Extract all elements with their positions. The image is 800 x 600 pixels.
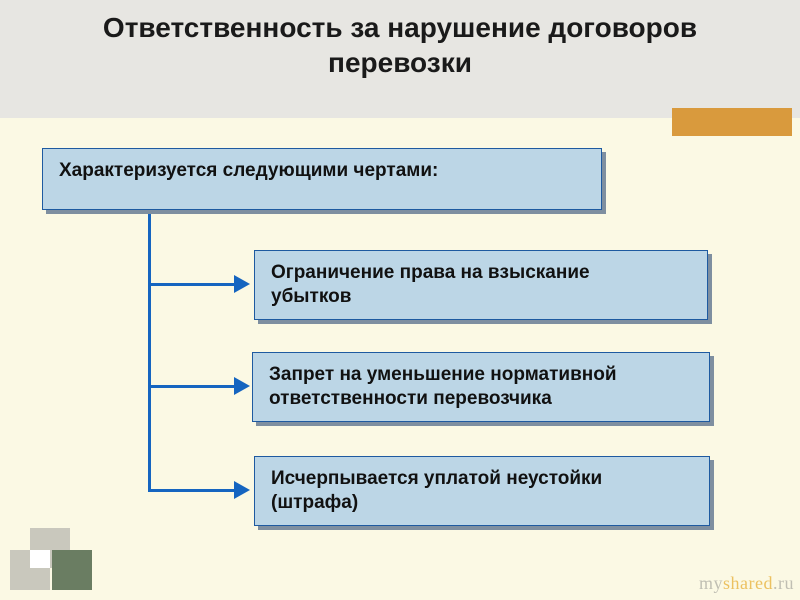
decorative-logo-icon (10, 528, 110, 590)
flow-arrow-2-line (148, 385, 236, 388)
feature-box-3: Исчерпывается уплатой неустойки (штрафа) (254, 456, 710, 526)
feature-box-3-text: Исчерпывается уплатой неустойки (штрафа) (271, 467, 602, 515)
flow-arrow-2-head-icon (234, 377, 250, 395)
feature-box-3-face: Исчерпывается уплатой неустойки (штрафа) (254, 456, 710, 526)
feature-box-1: Ограничение права на взыскание убытков (254, 250, 708, 320)
flow-arrow-1-head-icon (234, 275, 250, 293)
flow-trunk-line (148, 214, 151, 492)
feature-box-2-face: Запрет на уменьшение нормативной ответст… (252, 352, 710, 422)
watermark: myshared.ru (699, 573, 794, 594)
title-bg-orange-accent (672, 108, 792, 136)
flow-arrow-1-line (148, 283, 236, 286)
feature-box-2-text: Запрет на уменьшение нормативной ответст… (269, 363, 693, 411)
title-line2: перевозки (328, 47, 472, 78)
watermark-accent: shared (723, 573, 773, 593)
feature-box-1-face: Ограничение права на взыскание убытков (254, 250, 708, 320)
title-line1: Ответственность за нарушение договоров (103, 12, 697, 43)
feature-box-1-text: Ограничение права на взыскание убытков (271, 261, 590, 309)
flow-arrow-3-line (148, 489, 236, 492)
flow-arrow-3-head-icon (234, 481, 250, 499)
root-box-face: Характеризуется следующими чертами: (42, 148, 602, 210)
feature-box-2: Запрет на уменьшение нормативной ответст… (252, 352, 710, 422)
watermark-prefix: my (699, 573, 723, 593)
watermark-suffix: .ru (773, 573, 794, 593)
title-bar: Ответственность за нарушение договоров п… (0, 0, 800, 118)
root-box-text: Характеризуется следующими чертами: (59, 159, 438, 183)
slide-title: Ответственность за нарушение договоров п… (0, 10, 800, 80)
root-box: Характеризуется следующими чертами: (42, 148, 602, 210)
